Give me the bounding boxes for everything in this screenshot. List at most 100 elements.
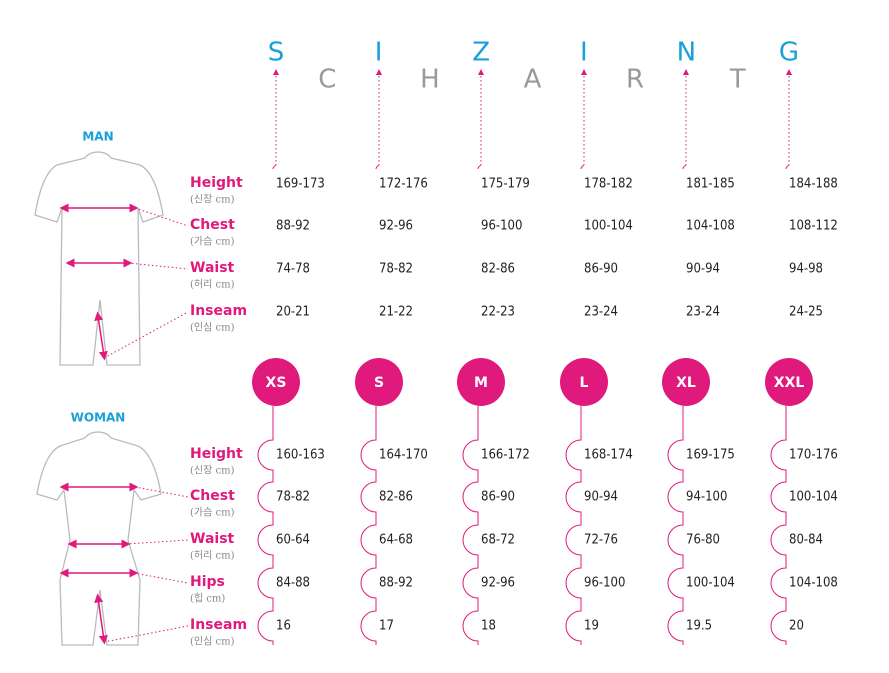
title-letter: H: [420, 65, 440, 95]
size-value: 170-176: [789, 448, 838, 463]
size-value: 80-84: [789, 533, 823, 548]
measure-name: Height: [190, 175, 243, 191]
size-value: 104-108: [686, 219, 735, 234]
size-value: 168-174: [584, 448, 633, 463]
size-value: 64-68: [379, 533, 413, 548]
size-label: S: [374, 375, 384, 391]
wave-line: [375, 164, 380, 170]
measure-name: Chest: [190, 217, 235, 233]
size-value: 19.5: [686, 619, 712, 634]
measure-name: Hips: [190, 574, 225, 590]
size-badge: [252, 358, 300, 406]
title-letter: A: [524, 65, 542, 95]
size-value: 181-185: [686, 177, 735, 192]
man-label: MAN: [82, 130, 113, 144]
wave-line: [667, 406, 684, 645]
size-value: 100-104: [584, 219, 633, 234]
title-letter: S: [268, 38, 285, 68]
size-value: 22-23: [481, 305, 515, 320]
size-value: 94-100: [686, 490, 727, 505]
measure-unit: (신장 cm): [190, 194, 235, 206]
title-letter: I: [375, 38, 383, 68]
size-value: 96-100: [481, 219, 522, 234]
size-value: 94-98: [789, 262, 823, 277]
wave-line: [360, 406, 377, 645]
title-letter: R: [626, 65, 644, 95]
wave-line: [770, 406, 787, 645]
measure-unit: (인심 cm): [190, 636, 235, 648]
size-value: 175-179: [481, 177, 530, 192]
size-label: XS: [266, 375, 287, 391]
title-letter: C: [318, 65, 336, 95]
wave-line: [682, 164, 687, 170]
wave-line: [785, 164, 790, 170]
size-value: 164-170: [379, 448, 428, 463]
wave-line: [272, 164, 277, 170]
size-value: 86-90: [481, 490, 515, 505]
size-value: 100-104: [789, 490, 838, 505]
size-value: 169-173: [276, 177, 325, 192]
size-value: 18: [481, 619, 496, 634]
measure-name: Height: [190, 446, 243, 462]
size-value: 16: [276, 619, 291, 634]
size-value: 90-94: [584, 490, 618, 505]
size-value: 88-92: [276, 219, 310, 234]
wave-line: [565, 406, 582, 645]
size-value: 100-104: [686, 576, 735, 591]
woman-figure: [36, 431, 189, 646]
size-value: 178-182: [584, 177, 633, 192]
size-value: 88-92: [379, 576, 413, 591]
size-value: 172-176: [379, 177, 428, 192]
size-value: 21-22: [379, 305, 413, 320]
size-label: XL: [676, 375, 696, 391]
size-badge: [457, 358, 505, 406]
size-badge: [765, 358, 813, 406]
size-badge: [355, 358, 403, 406]
measure-unit: (가슴 cm): [190, 507, 235, 519]
measure-unit: (인심 cm): [190, 322, 235, 334]
size-value: 23-24: [584, 305, 618, 320]
size-value: 184-188: [789, 177, 838, 192]
wave-line: [477, 164, 482, 170]
size-value: 78-82: [379, 262, 413, 277]
title-letter: T: [729, 65, 746, 95]
size-value: 166-172: [481, 448, 530, 463]
size-value: 74-78: [276, 262, 310, 277]
size-value: 90-94: [686, 262, 720, 277]
measure-name: Waist: [190, 531, 235, 547]
size-value: 76-80: [686, 533, 720, 548]
measure-name: Waist: [190, 260, 235, 276]
size-value: 108-112: [789, 219, 838, 234]
size-value: 104-108: [789, 576, 838, 591]
size-badge: [662, 358, 710, 406]
size-value: 82-86: [481, 262, 515, 277]
wave-line: [580, 164, 585, 170]
size-value: 17: [379, 619, 394, 634]
size-value: 84-88: [276, 576, 310, 591]
size-badge: [560, 358, 608, 406]
size-label: M: [474, 375, 488, 391]
measure-name: Inseam: [190, 303, 247, 319]
measure-unit: (허리 cm): [190, 279, 235, 291]
size-value: 72-76: [584, 533, 618, 548]
size-value: 160-163: [276, 448, 325, 463]
size-value: 23-24: [686, 305, 720, 320]
measure-name: Chest: [190, 488, 235, 504]
size-label: L: [580, 375, 589, 391]
size-value: 24-25: [789, 305, 823, 320]
size-value: 92-96: [379, 219, 413, 234]
size-value: 78-82: [276, 490, 310, 505]
size-label: XXL: [774, 375, 805, 391]
size-value: 82-86: [379, 490, 413, 505]
size-value: 20: [789, 619, 804, 634]
wave-line: [257, 406, 274, 645]
size-value: 169-175: [686, 448, 735, 463]
title-letter: Z: [472, 38, 490, 68]
title-letter: G: [779, 38, 799, 68]
size-value: 20-21: [276, 305, 310, 320]
size-value: 92-96: [481, 576, 515, 591]
woman-label: WOMAN: [71, 411, 126, 425]
size-value: 19: [584, 619, 599, 634]
